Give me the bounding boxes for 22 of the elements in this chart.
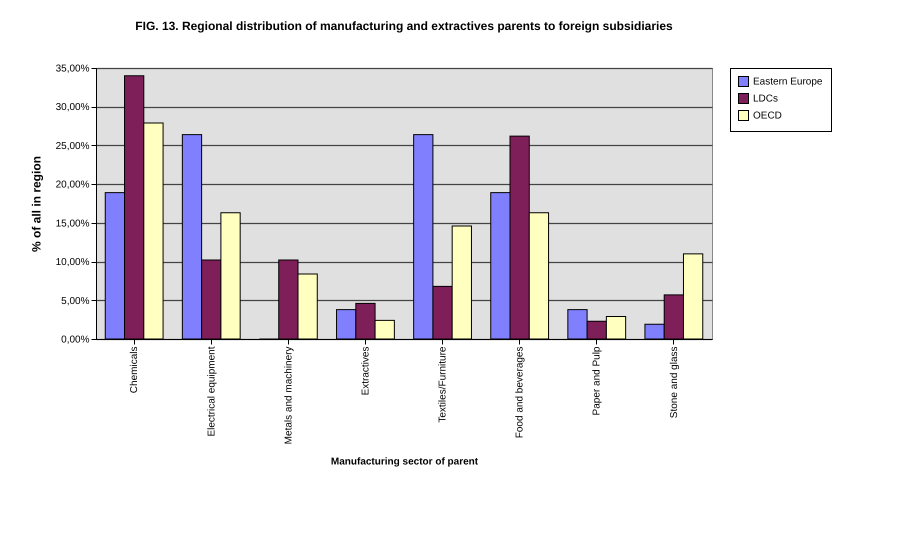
y-tick-label: 25,00% — [56, 140, 90, 152]
x-tick-label: Textiles/Furniture — [438, 346, 449, 423]
x-tick-label: Electrical equipment — [206, 346, 218, 437]
y-tick-label: 20,00% — [56, 180, 90, 191]
x-tick-label: Extractives — [360, 346, 372, 396]
y-tick-label: 30,00% — [56, 102, 90, 114]
x-tick-label: Stone and glass — [668, 346, 680, 418]
x-tick-label: Paper and Pulp — [592, 346, 603, 416]
y-tick-label: 35,00% — [56, 64, 90, 74]
y-tick-label: 5,00% — [61, 296, 90, 307]
y-tick-label: 10,00% — [56, 257, 90, 268]
legend-label: Eastern Europe — [753, 76, 823, 88]
y-axis-title: % of all in region — [30, 156, 44, 252]
y-tick-label: 15,00% — [56, 218, 90, 230]
y-tick-label: 0,00% — [61, 334, 90, 346]
legend-label: LDCs — [753, 94, 778, 104]
x-axis-title: Manufacturing sector of parent — [330, 456, 479, 468]
x-tick-label: Food and beverages — [514, 346, 526, 438]
chart-title: FIG. 13. Regional distribution of manufacturing and extractives parents to foreign subsidiaries — [135, 19, 674, 33]
legend-label: OECD — [753, 110, 782, 122]
x-tick-label: Chemicals — [129, 346, 140, 394]
x-tick-label: Metals and machinery — [283, 346, 294, 444]
